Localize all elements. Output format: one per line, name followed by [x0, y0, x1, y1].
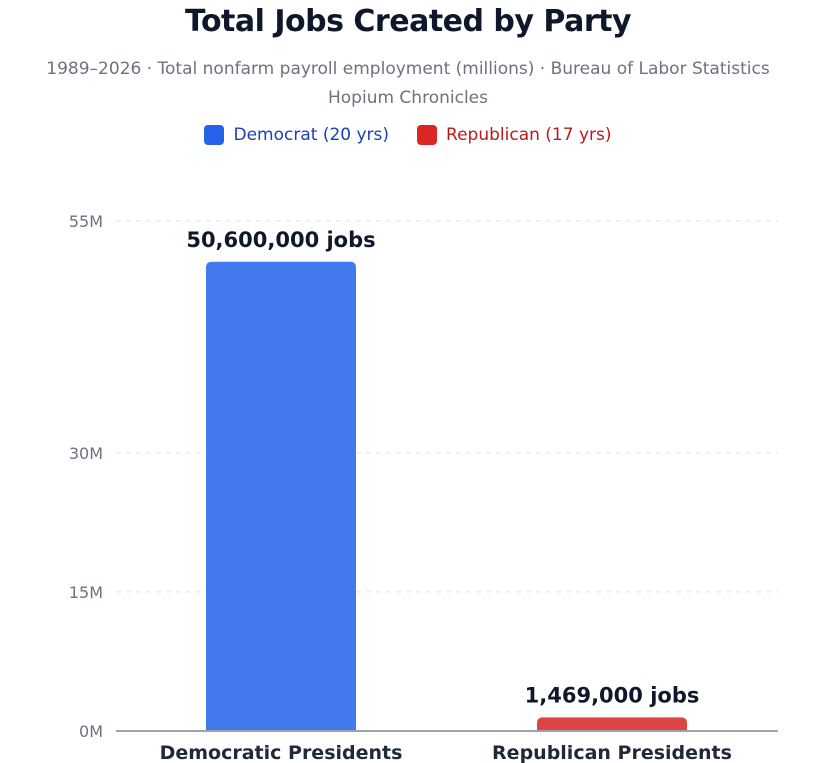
y-tick-label: 15M	[69, 583, 103, 602]
x-category-label: Republican Presidents	[492, 742, 732, 763]
legend-label-democrat: Democrat (20 yrs)	[233, 125, 390, 145]
legend-swatch-republican	[417, 125, 438, 145]
legend-item-republican[interactable]: Republican (17 yrs)	[417, 125, 612, 145]
bar	[537, 717, 687, 731]
bar-value-label: 50,600,000 jobs	[186, 228, 375, 252]
legend-swatch-democrat	[204, 125, 225, 145]
chart-subtitle: 1989–2026 · Total nonfarm payroll employ…	[46, 59, 770, 79]
chart-title: Total Jobs Created by Party	[184, 4, 632, 39]
y-tick-label: 55M	[69, 212, 103, 231]
x-category-label: Democratic Presidents	[160, 742, 403, 763]
y-tick-label: 0M	[79, 722, 103, 741]
y-tick-label: 30M	[69, 444, 103, 463]
bar-value-label: 1,469,000 jobs	[525, 683, 700, 707]
bar	[206, 261, 356, 731]
chart-legend: Democrat (20 yrs) Republican (17 yrs)	[0, 125, 816, 145]
chart-source-credit: Hopium Chronicles	[328, 88, 488, 108]
legend-label-republican: Republican (17 yrs)	[446, 125, 612, 145]
legend-item-democrat[interactable]: Democrat (20 yrs)	[204, 125, 389, 145]
